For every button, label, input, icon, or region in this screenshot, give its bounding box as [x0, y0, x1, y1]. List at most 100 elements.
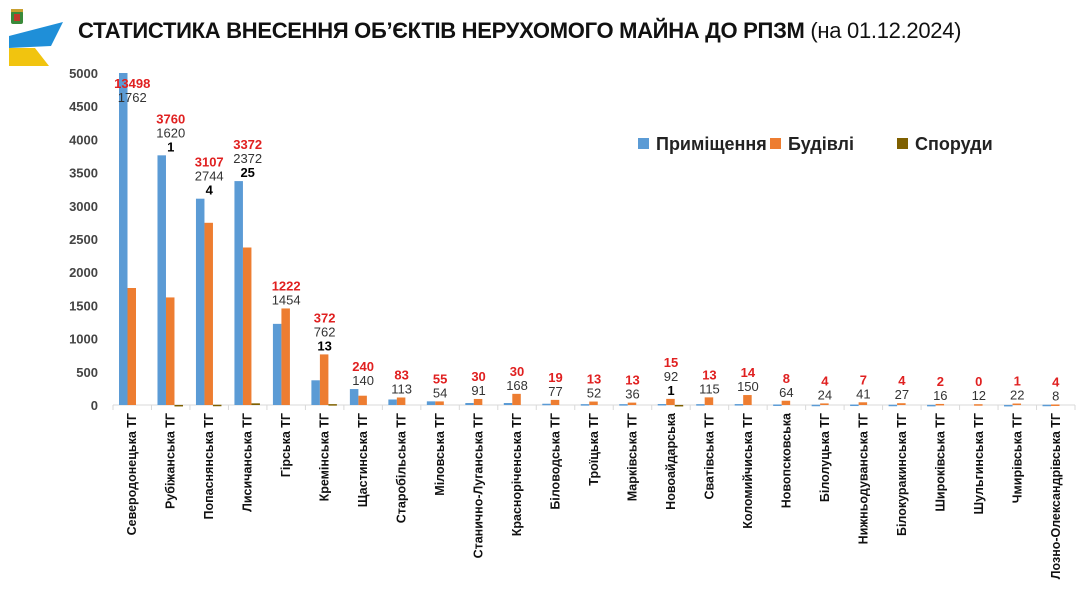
x-tick-label: Міловська ТГ — [433, 413, 447, 496]
x-tick-label: Білолуцька ТГ — [818, 413, 832, 502]
data-label: 1222 — [272, 278, 301, 293]
bar-premises — [388, 399, 397, 405]
bar-buildings — [127, 288, 136, 405]
data-label: 27 — [895, 387, 909, 402]
data-label: 13 — [587, 372, 601, 387]
data-label: 36 — [625, 387, 639, 402]
data-label: 14 — [741, 365, 756, 380]
data-label: 64 — [779, 385, 793, 400]
bar-buildings — [473, 398, 483, 405]
data-label: 4 — [898, 373, 906, 388]
data-label: 91 — [471, 383, 485, 398]
bar-premises — [349, 389, 359, 405]
data-label: 2744 — [195, 169, 224, 184]
x-tick-label: Щастинська ТГ — [356, 413, 370, 507]
legend-label: Будівлі — [788, 134, 854, 154]
data-label: 25 — [240, 165, 254, 180]
data-label: 13498 — [114, 76, 150, 91]
data-label: 4 — [821, 373, 829, 388]
y-tick-label: 2000 — [69, 265, 98, 280]
data-label: 54 — [433, 385, 447, 400]
logo-blue-shape — [9, 22, 63, 48]
data-label: 113 — [391, 381, 412, 396]
x-tick-label: Лозно-Олександрівська ТГ — [1049, 413, 1063, 579]
x-tick-label: Марківська ТГ — [625, 413, 639, 501]
data-label: 12 — [972, 388, 986, 403]
x-tick-label: Новоайдарська — [664, 412, 678, 510]
bar-buildings — [319, 354, 329, 405]
title-date: (на 01.12.2024) — [810, 18, 962, 43]
legend-label: Споруди — [915, 134, 993, 154]
data-label: 0 — [975, 374, 982, 389]
data-label: 3107 — [195, 155, 224, 170]
data-label: 150 — [737, 379, 759, 394]
bar-premises — [811, 404, 821, 407]
x-tick-label: Кремінська ТГ — [318, 413, 332, 501]
data-label: 2372 — [233, 151, 262, 166]
data-label: 13 — [317, 338, 331, 353]
bar-premises — [773, 404, 782, 406]
data-label: 3760 — [156, 111, 185, 126]
x-tick-label: Широківська ТГ — [933, 413, 947, 512]
bar-buildings — [165, 297, 175, 405]
data-label: 4 — [1052, 374, 1060, 389]
data-label: 13 — [625, 373, 639, 388]
bar-premises — [580, 404, 590, 406]
bar-buildings — [820, 403, 829, 405]
x-tick-label: Нижньодуванська ТГ — [856, 413, 870, 544]
legend-label: Приміщення — [656, 134, 767, 154]
data-label: 1 — [1014, 374, 1021, 389]
bar-buildings — [512, 393, 521, 405]
bar-premises — [888, 404, 898, 407]
data-label: 77 — [548, 384, 562, 399]
data-label: 8 — [1052, 388, 1059, 403]
bar-structures — [328, 404, 337, 406]
x-tick-label: Чмирівська ТГ — [1010, 413, 1024, 503]
data-label: 92 — [664, 369, 678, 384]
bar-premises — [195, 198, 205, 405]
bar-buildings — [935, 403, 945, 406]
x-tick-label: Старобільська ТГ — [395, 413, 409, 523]
x-tick-label: Коломийчиська ТГ — [741, 413, 755, 529]
data-label: 22 — [1010, 388, 1024, 403]
data-label: 1762 — [118, 90, 147, 105]
x-tick-label: Новопсковська — [779, 412, 793, 508]
bar-structures — [212, 404, 222, 407]
bar-buildings — [1051, 404, 1060, 406]
data-label: 30 — [510, 364, 524, 379]
bar-premises — [426, 401, 436, 405]
bar-buildings — [897, 403, 906, 405]
data-label: 168 — [506, 378, 528, 393]
data-label: 16 — [933, 388, 947, 403]
y-tick-label: 500 — [76, 365, 98, 380]
x-tick-label: Лисичанська ТГ — [241, 413, 255, 512]
bar-premises — [119, 73, 128, 405]
data-label: 15 — [664, 355, 678, 370]
bar-buildings — [858, 402, 868, 405]
data-label: 83 — [394, 367, 408, 382]
bar-premises — [272, 323, 282, 405]
data-label: 41 — [856, 386, 870, 401]
bar-premises — [234, 181, 243, 405]
bar-buildings — [589, 401, 598, 405]
data-label: 24 — [818, 387, 832, 402]
bar-premises — [157, 155, 166, 405]
y-tick-label: 1500 — [69, 298, 98, 313]
bar-buildings — [281, 308, 290, 405]
data-label: 1620 — [156, 125, 185, 140]
bar-buildings — [627, 402, 637, 405]
legend-swatch — [897, 138, 908, 149]
bar-premises — [1042, 404, 1052, 407]
data-label: 13 — [702, 367, 716, 382]
x-tick-label: Сватівська ТГ — [702, 413, 716, 500]
bar-premises — [927, 404, 936, 407]
bar-premises — [311, 380, 320, 405]
bar-buildings — [743, 395, 752, 405]
y-tick-label: 5000 — [69, 66, 98, 81]
data-label: 762 — [314, 324, 336, 339]
y-tick-label: 4000 — [69, 132, 98, 147]
legend-swatch — [638, 138, 649, 149]
bar-buildings — [550, 399, 560, 405]
x-tick-label: Гірська ТГ — [279, 413, 293, 477]
bar-premises — [503, 403, 513, 405]
